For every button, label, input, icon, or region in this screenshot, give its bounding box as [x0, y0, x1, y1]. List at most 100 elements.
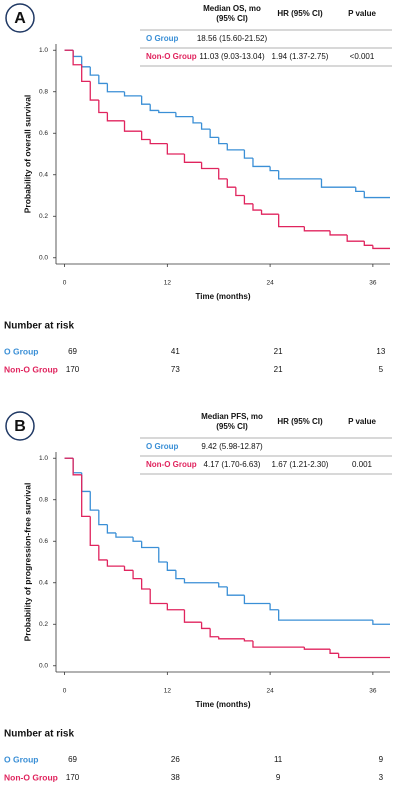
table-cell: 18.56 (15.60-21.52)	[197, 34, 268, 43]
survival-step	[106, 524, 116, 534]
y-tick-label: 0.8	[39, 88, 48, 95]
x-tick-label: 0	[63, 280, 67, 287]
survival-step	[269, 603, 279, 611]
survival-step	[72, 50, 82, 58]
survival-step	[183, 578, 219, 584]
survival-step	[209, 628, 219, 638]
y-tick-label: 1.0	[39, 47, 48, 54]
survival-step	[252, 203, 262, 211]
x-tick-label: 24	[266, 280, 274, 287]
survival-step	[320, 178, 356, 188]
survival-step	[123, 120, 142, 132]
table-header: P value	[348, 417, 376, 426]
survival-step	[346, 234, 365, 242]
survival-step	[132, 537, 142, 542]
survival-step	[303, 647, 331, 650]
survival-step	[243, 149, 253, 159]
survival-step	[200, 122, 211, 130]
survival-step	[140, 95, 151, 105]
survival-step	[72, 458, 82, 476]
survival-step	[363, 191, 390, 199]
y-tick-label: 0.4	[39, 171, 48, 178]
survival-step	[106, 559, 125, 567]
survival-step	[98, 100, 108, 114]
survival-step	[372, 245, 390, 250]
survival-step	[89, 81, 99, 101]
at-risk-title: Number at risk	[4, 321, 74, 332]
survival-step	[175, 570, 185, 580]
y-tick-label: 0.6	[39, 538, 48, 545]
table-header: P value	[348, 9, 376, 18]
survival-step	[235, 187, 245, 197]
x-tick-label: 12	[164, 688, 172, 695]
survival-step	[81, 56, 91, 68]
panel-badge	[5, 3, 35, 33]
at-risk-count: 21	[274, 347, 283, 356]
survival-step	[140, 578, 151, 590]
survival-step	[89, 491, 99, 511]
table-group: O Group	[146, 442, 179, 451]
x-axis-title: Time (months)	[196, 292, 251, 301]
at-risk-count: 69	[68, 347, 77, 356]
at-risk-count: 11	[274, 755, 283, 764]
survival-step	[98, 75, 108, 85]
table-header: Median OS, mo (95% CI)	[203, 4, 261, 23]
survival-step	[218, 168, 228, 180]
y-tick-label: 0.8	[39, 496, 48, 503]
survival-step	[81, 474, 91, 517]
y-tick-label: 0.6	[39, 130, 48, 137]
survival-step	[363, 241, 373, 246]
panel-label: A	[14, 10, 26, 27]
x-tick-label: 12	[164, 280, 172, 287]
y-tick-label: 0.0	[39, 254, 48, 261]
survival-step	[226, 586, 245, 596]
at-risk-count: 69	[68, 755, 77, 764]
survival-step	[355, 187, 365, 193]
survival-step	[149, 139, 168, 145]
at-risk-count: 3	[379, 773, 384, 782]
survival-step	[252, 640, 305, 648]
table-cell: 11.03 (9.03-13.04)	[199, 52, 265, 61]
panel-label: B	[14, 418, 26, 435]
survival-step	[158, 110, 176, 114]
table-cell: 0.001	[352, 460, 373, 469]
table-cell: 9.42 (5.98-12.87)	[201, 442, 263, 451]
survival-step	[226, 178, 236, 188]
table-cell: <0.001	[350, 52, 375, 61]
survival-step	[337, 653, 390, 659]
at-risk-count: 170	[66, 365, 80, 374]
survival-step	[166, 143, 185, 155]
table-group: Non-O Group	[146, 460, 197, 469]
at-risk-group: Non-O Group	[4, 772, 58, 782]
survival-step	[278, 214, 305, 228]
y-tick-label: 0.2	[39, 621, 48, 628]
table-cell: 1.94 (1.37-2.75)	[272, 52, 329, 61]
x-tick-label: 0	[63, 688, 67, 695]
at-risk-count: 9	[379, 755, 384, 764]
at-risk-count: 21	[274, 365, 283, 374]
at-risk-count: 13	[376, 347, 385, 356]
survival-step	[149, 588, 168, 605]
at-risk-count: 26	[171, 755, 180, 764]
survival-step	[175, 112, 194, 118]
survival-step	[329, 649, 339, 654]
survival-step	[72, 458, 82, 474]
x-tick-label: 36	[369, 688, 377, 695]
survival-step	[158, 547, 168, 563]
survival-step	[183, 609, 202, 623]
y-axis-title: Probability of overall survival	[22, 95, 32, 214]
table-header: Median PFS, mo (95% CI)	[201, 412, 263, 431]
x-axis-title: Time (months)	[196, 700, 251, 709]
y-tick-label: 0.2	[39, 213, 48, 220]
survival-step	[200, 622, 211, 630]
at-risk-group: Non-O Group	[4, 364, 58, 374]
survival-step	[303, 226, 331, 232]
survival-step	[106, 83, 125, 93]
survival-step	[81, 64, 91, 83]
table-cell: 4.17 (1.70-6.63)	[204, 460, 261, 469]
survival-step	[166, 603, 185, 611]
survival-step	[106, 112, 125, 122]
survival-step	[209, 129, 219, 139]
panel-badge	[5, 411, 35, 441]
